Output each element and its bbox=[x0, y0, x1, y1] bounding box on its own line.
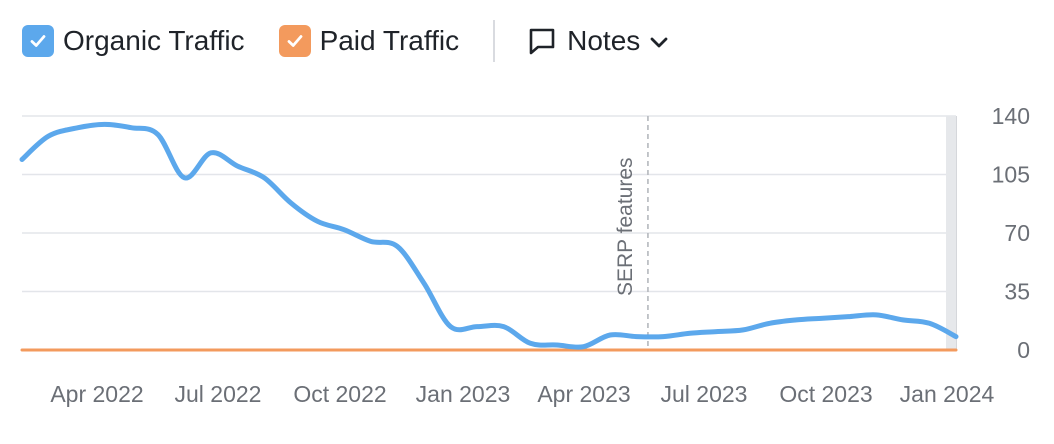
series-lines bbox=[19, 121, 959, 352]
organic-traffic-checkbox[interactable] bbox=[22, 25, 54, 57]
notes-dropdown[interactable]: Notes bbox=[527, 25, 670, 57]
y-tick-label: 0 bbox=[1017, 337, 1030, 363]
paid-traffic-label: Paid Traffic bbox=[319, 25, 460, 56]
y-tick-label: 140 bbox=[992, 103, 1030, 129]
x-tick-label: Jan 2024 bbox=[900, 381, 995, 407]
grid-lines bbox=[22, 115, 957, 351]
y-tick-label: 105 bbox=[992, 162, 1030, 188]
latest-period-band bbox=[946, 116, 956, 350]
paid-traffic-checkbox[interactable] bbox=[278, 25, 311, 57]
chevron-down-icon bbox=[640, 29, 670, 53]
organic-traffic-label: Organic Traffic bbox=[63, 25, 245, 56]
organic-traffic-toggle[interactable]: Organic Traffic bbox=[22, 25, 245, 57]
x-tick-label: Oct 2022 bbox=[293, 381, 386, 407]
notes-label: Notes bbox=[567, 25, 641, 56]
x-tick-label: Jul 2023 bbox=[661, 381, 748, 407]
y-tick-label: 35 bbox=[1004, 279, 1030, 305]
x-tick-label: Apr 2022 bbox=[50, 381, 143, 407]
x-tick-label: Apr 2023 bbox=[537, 381, 630, 407]
paid-traffic-toggle[interactable]: Paid Traffic bbox=[278, 25, 460, 57]
x-tick-label: Jul 2022 bbox=[175, 381, 262, 407]
comment-icon bbox=[527, 26, 567, 56]
y-tick-label: 70 bbox=[1004, 220, 1030, 246]
x-tick-label: Oct 2023 bbox=[779, 381, 872, 407]
y-axis-labels: 0 35 70 105 140 bbox=[992, 103, 1030, 363]
chart-legend: Organic Traffic Paid Traffic Notes bbox=[22, 18, 670, 64]
x-tick-label: Jan 2023 bbox=[416, 381, 511, 407]
serp-features-annotation: SERP features bbox=[614, 116, 649, 350]
organic-traffic-line bbox=[19, 121, 959, 350]
check-icon bbox=[30, 35, 46, 47]
legend-divider bbox=[493, 20, 496, 62]
x-axis-labels: Apr 2022 Jul 2022 Oct 2022 Jan 2023 Apr 2023… bbox=[50, 381, 994, 407]
check-icon bbox=[287, 35, 302, 47]
annotation-label: SERP features bbox=[614, 157, 637, 296]
